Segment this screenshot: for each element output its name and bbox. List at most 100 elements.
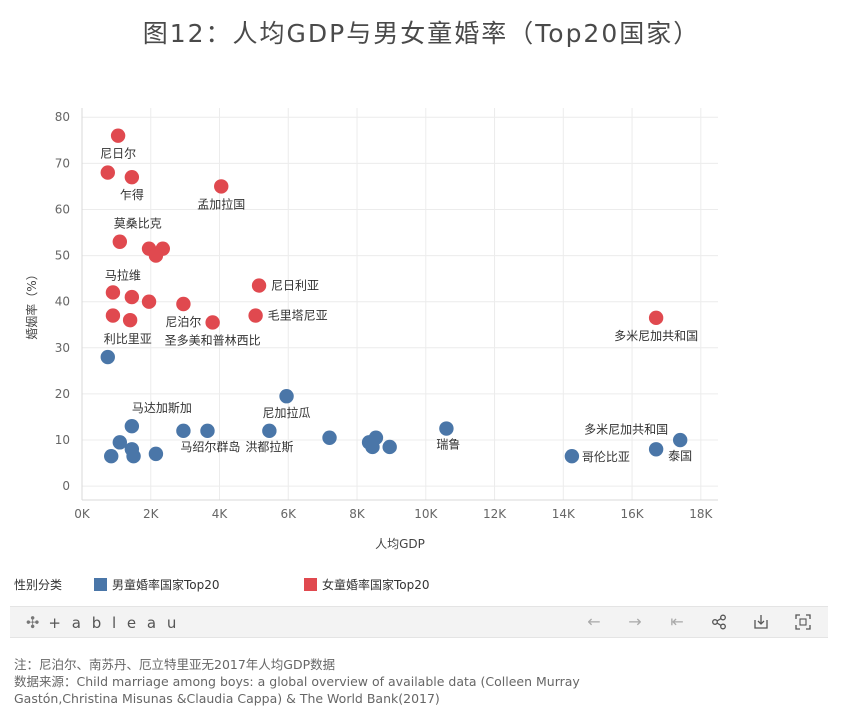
point-label: 泰国 xyxy=(668,449,692,463)
legend-label-boys: 男童婚率国家Top20 xyxy=(112,578,220,592)
download-icon[interactable] xyxy=(750,611,772,633)
point-label: 莫桑比克 xyxy=(114,217,162,231)
data-points[interactable] xyxy=(100,128,688,464)
footer-source-1: 数据来源：Child marriage among boys: a global… xyxy=(14,674,580,689)
legend-item-girls[interactable]: 女童婚率国家Top20 xyxy=(304,576,430,593)
y-tick-label: 30 xyxy=(55,341,70,355)
y-tick-label: 80 xyxy=(55,110,70,124)
x-tick-label: 2K xyxy=(143,507,160,521)
point-girls[interactable] xyxy=(141,294,157,309)
point-boys[interactable] xyxy=(200,423,215,439)
point-label: 孟加拉国 xyxy=(197,196,245,211)
point-label: 乍得 xyxy=(120,187,144,202)
legend-swatch-boys xyxy=(94,578,107,591)
point-label: 哥伦比亚 xyxy=(582,449,630,464)
point-label: 尼泊尔 xyxy=(165,314,201,329)
x-tick-label: 14K xyxy=(552,507,576,521)
point-girls[interactable] xyxy=(105,285,121,300)
point-boys[interactable] xyxy=(672,432,688,448)
footer-source-2: Gastón,Christina Misunas &Claudia Cappa)… xyxy=(14,691,440,706)
point-boys[interactable] xyxy=(100,349,115,365)
point-girls[interactable] xyxy=(110,128,126,143)
point-boys[interactable] xyxy=(104,448,119,464)
point-boys[interactable] xyxy=(112,435,128,450)
point-girls[interactable] xyxy=(124,169,140,185)
x-tick-label: 12K xyxy=(483,507,507,521)
x-tick-label: 18K xyxy=(689,507,713,521)
redo-icon[interactable]: → xyxy=(628,612,642,631)
point-label: 毛里塔尼亚 xyxy=(268,309,328,323)
data-labels: 尼日尔乍得孟加拉国莫桑比克马拉维尼日利亚尼泊尔圣多美和普林西比毛里塔尼亚多米尼加… xyxy=(100,146,698,465)
point-label: 利比里亚 xyxy=(104,332,152,346)
point-boys[interactable] xyxy=(262,423,277,439)
point-girls[interactable] xyxy=(112,234,128,249)
revert-icon[interactable]: ⇤ xyxy=(670,612,684,631)
legend-item-boys[interactable]: 男童婚率国家Top20 xyxy=(94,576,220,593)
footer-note: 注：尼泊尔、南苏丹、厄立特里亚无2017年人均GDP数据 xyxy=(14,657,336,672)
point-boys[interactable] xyxy=(279,389,294,404)
x-tick-label: 6K xyxy=(281,507,298,521)
point-boys[interactable] xyxy=(322,430,337,445)
x-tick-label: 16K xyxy=(620,507,644,521)
tableau-toolbar: ✣ + a b l e a u ← → ⇤ xyxy=(10,606,828,638)
point-label: 马绍尔群岛 xyxy=(180,439,240,454)
point-boys[interactable] xyxy=(176,423,191,439)
y-tick-label: 40 xyxy=(55,295,70,309)
point-girls[interactable] xyxy=(148,248,164,263)
point-label: 马拉维 xyxy=(105,267,141,282)
point-girls[interactable] xyxy=(205,315,220,330)
x-tick-label: 10K xyxy=(414,507,438,521)
tableau-logo-text: + a b l e a u xyxy=(48,613,180,632)
chart-title: 图12：人均GDP与男女童婚率（Top20国家） xyxy=(142,19,701,48)
y-axis-title: 婚姻率（%） xyxy=(24,268,39,339)
point-label: 尼日尔 xyxy=(100,146,136,161)
point-boys[interactable] xyxy=(564,448,580,464)
point-boys[interactable] xyxy=(365,439,380,455)
fullscreen-icon[interactable] xyxy=(792,611,814,633)
point-label: 马达加斯加 xyxy=(132,401,192,415)
x-tick-label: 8K xyxy=(349,507,366,521)
x-tick-label: 0K xyxy=(74,507,91,521)
scatter-chart: 0 10 20 30 40 50 60 70 80 0K 2K 4K 6K 8K 10K 12K 14K 16K 1… xyxy=(24,108,718,551)
legend: 性别分类 男童婚率国家Top20 女童婚率国家Top20 xyxy=(14,576,430,593)
legend-heading: 性别分类 xyxy=(14,578,63,592)
point-boys[interactable] xyxy=(126,448,141,464)
point-boys[interactable] xyxy=(439,421,454,436)
point-boys[interactable] xyxy=(124,419,140,434)
legend-swatch-girls xyxy=(304,578,317,591)
point-label: 洪都拉斯 xyxy=(245,439,293,454)
tableau-logo[interactable]: ✣ + a b l e a u xyxy=(26,613,179,632)
point-label: 瑞鲁 xyxy=(436,438,460,452)
point-girls[interactable] xyxy=(648,310,664,326)
y-tick-label: 10 xyxy=(55,433,70,447)
x-tick-label: 4K xyxy=(212,507,229,521)
tableau-logo-icon: ✣ xyxy=(26,613,43,632)
point-girls[interactable] xyxy=(214,179,229,194)
footer-notes: 注：尼泊尔、南苏丹、厄立特里亚无2017年人均GDP数据 数据来源：Child … xyxy=(14,656,834,707)
point-label: 多米尼加共和国 xyxy=(584,422,668,436)
point-label: 尼加拉瓜 xyxy=(263,405,311,420)
share-icon[interactable] xyxy=(708,611,730,633)
point-girls[interactable] xyxy=(122,312,138,328)
point-boys[interactable] xyxy=(648,442,664,457)
y-tick-label: 70 xyxy=(55,156,70,170)
point-label: 多米尼加共和国 xyxy=(614,329,698,343)
axes: 0 10 20 30 40 50 60 70 80 0K 2K 4K 6K 8K 10K 12K 14K 16K 1… xyxy=(24,108,718,551)
point-girls[interactable] xyxy=(100,165,115,180)
y-tick-label: 60 xyxy=(55,202,70,216)
y-tick-label: 20 xyxy=(55,387,70,401)
legend-label-girls: 女童婚率国家Top20 xyxy=(322,578,430,592)
y-tick-label: 0 xyxy=(62,479,70,493)
point-label: 圣多美和普林西比 xyxy=(165,333,261,347)
point-label: 尼日利亚 xyxy=(271,279,319,293)
x-axis-title: 人均GDP xyxy=(375,537,425,551)
undo-icon[interactable]: ← xyxy=(587,612,601,631)
point-boys[interactable] xyxy=(382,439,397,455)
point-girls[interactable] xyxy=(251,278,267,293)
point-girls[interactable] xyxy=(124,289,140,305)
point-boys[interactable] xyxy=(148,446,164,462)
point-girls[interactable] xyxy=(176,296,191,312)
point-girls[interactable] xyxy=(105,308,121,323)
point-girls[interactable] xyxy=(248,308,263,323)
y-tick-label: 50 xyxy=(55,249,70,263)
